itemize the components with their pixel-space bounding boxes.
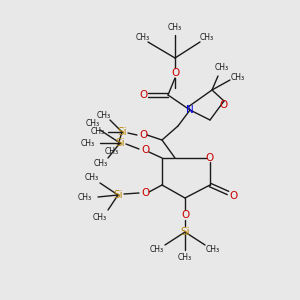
Text: Si: Si	[113, 190, 123, 200]
Text: O: O	[220, 100, 228, 110]
Text: CH₃: CH₃	[200, 32, 214, 41]
Text: O: O	[139, 90, 147, 100]
Text: CH₃: CH₃	[105, 148, 119, 157]
Text: CH₃: CH₃	[93, 212, 107, 221]
Text: CH₃: CH₃	[81, 139, 95, 148]
Text: CH₃: CH₃	[78, 193, 92, 202]
Text: CH₃: CH₃	[94, 160, 108, 169]
Text: CH₃: CH₃	[136, 32, 150, 41]
Text: CH₃: CH₃	[150, 245, 164, 254]
Text: O: O	[230, 191, 238, 201]
Text: N: N	[186, 105, 194, 115]
Text: Si: Si	[115, 138, 125, 148]
Text: CH₃: CH₃	[97, 110, 111, 119]
Text: O: O	[171, 68, 179, 78]
Text: Si: Si	[180, 227, 190, 237]
Text: CH₃: CH₃	[206, 245, 220, 254]
Text: CH₃: CH₃	[168, 23, 182, 32]
Text: CH₃: CH₃	[231, 73, 245, 82]
Text: CH₃: CH₃	[85, 173, 99, 182]
Text: Si: Si	[117, 127, 127, 137]
Text: O: O	[141, 145, 149, 155]
Text: O: O	[181, 210, 189, 220]
Text: O: O	[141, 188, 149, 198]
Text: CH₃: CH₃	[91, 128, 105, 136]
Text: CH₃: CH₃	[86, 119, 100, 128]
Text: CH₃: CH₃	[178, 254, 192, 262]
Text: O: O	[139, 130, 147, 140]
Text: CH₃: CH₃	[215, 64, 229, 73]
Text: O: O	[206, 153, 214, 163]
